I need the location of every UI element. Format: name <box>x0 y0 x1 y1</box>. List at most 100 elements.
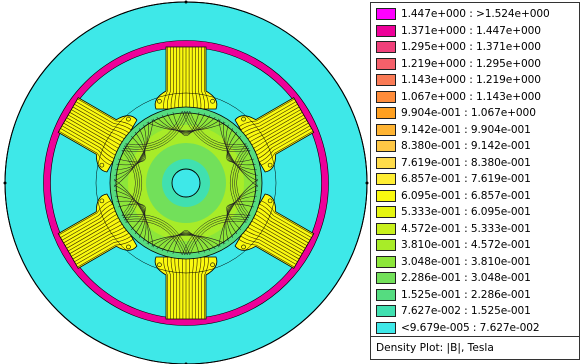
flux-line <box>204 47 209 110</box>
flux-line <box>58 200 111 236</box>
legend-row: 1.219e+000 : 1.295e+000 <box>376 57 541 71</box>
rotor-flux-contour <box>151 234 221 247</box>
flux-line <box>75 235 132 265</box>
rotor-shaft <box>171 168 201 198</box>
rotor-flux-contour <box>161 232 211 252</box>
rotor-flux-contour <box>151 119 221 132</box>
legend-row: 1.525e-001 : 2.286e-001 <box>376 288 531 302</box>
legend-range-label: 8.380e-001 : 9.142e-001 <box>401 140 531 152</box>
winding-marker <box>241 116 246 122</box>
rotor-flux-contour <box>122 147 138 219</box>
flux-line <box>167 47 171 110</box>
flux-line <box>201 256 205 319</box>
flux-line <box>58 130 111 166</box>
rotor-flux-contour <box>236 150 251 216</box>
flux-line <box>238 98 295 128</box>
legend-swatch <box>376 123 396 136</box>
winding-marker <box>126 244 131 250</box>
rotor-flux-contour <box>125 111 183 146</box>
yoke-high-flux-ring <box>43 40 329 326</box>
rotor-flux-contour <box>122 110 188 150</box>
flux-line <box>63 122 117 156</box>
legend-range-label: 4.572e-001 : 5.333e-001 <box>401 222 531 235</box>
rotor-flux-contour <box>113 118 154 187</box>
flux-line <box>74 232 130 262</box>
flux-line <box>195 47 198 110</box>
flux-line <box>242 104 298 134</box>
boundary-node <box>184 0 188 4</box>
flux-line <box>261 200 314 236</box>
rotor-flux-contour <box>146 122 226 132</box>
flux-line <box>167 256 171 319</box>
flux-line <box>198 47 202 110</box>
legend-row: 1.371e+000 : 1.447e+000 <box>376 24 541 38</box>
legend-swatch <box>376 272 396 284</box>
rotor-flux-contour <box>167 231 205 253</box>
flux-line <box>255 122 309 156</box>
legend-swatch <box>376 305 396 317</box>
rotor-flux-contour <box>184 216 250 256</box>
legend-row: 2.286e-001 : 3.048e-001 <box>376 271 531 285</box>
legend-swatch <box>376 255 396 268</box>
flux-line <box>61 206 115 241</box>
legend-range-label: 7.627e-002 : 1.525e-001 <box>401 305 531 317</box>
legend-row: 7.619e-001 : 8.380e-001 <box>376 156 531 170</box>
legend-swatch <box>376 57 396 70</box>
winding-marker <box>210 98 215 104</box>
flux-line <box>75 101 132 131</box>
legend-range-label: 2.286e-001 : 3.048e-001 <box>401 272 531 284</box>
density-legend: 1.447e+000 : >1.524e+000 1.371e+000 : 1.4… <box>370 2 580 360</box>
stator-pole <box>154 46 218 110</box>
rotor-flux-contour <box>124 110 185 148</box>
rotor-flux-contour <box>189 220 247 255</box>
flux-line <box>60 203 113 238</box>
legend-row: 1.295e+000 : 1.371e+000 <box>376 40 541 54</box>
flux-line <box>240 101 297 131</box>
legend-row: 6.857e-001 : 7.619e-001 <box>376 172 531 186</box>
flux-line <box>242 232 298 262</box>
flux-line <box>244 106 300 137</box>
legend-range-label: 1.447e+000 : >1.524e+000 <box>401 8 550 20</box>
legend-swatch <box>376 189 396 202</box>
winding-marker <box>99 198 105 204</box>
legend-swatch <box>376 239 396 251</box>
winding-marker <box>157 98 162 104</box>
winding-marker <box>157 262 162 268</box>
rotor-flux-contour <box>218 179 259 248</box>
rotor-flux-contour <box>113 121 149 182</box>
rotor-flux-contour <box>115 195 146 238</box>
legend-range-label: 1.067e+000 : 1.143e+000 <box>401 90 541 103</box>
legend-row: 3.810e-001 : 4.572e-001 <box>376 238 531 252</box>
flux-line <box>61 125 115 160</box>
legend-swatch <box>376 321 396 334</box>
legend-range-label: 5.333e-001 : 6.095e-001 <box>401 206 531 218</box>
legend-row: 1.447e+000 : >1.524e+000 <box>376 7 550 21</box>
boundary-node <box>3 181 7 185</box>
rotor-flux-contour <box>167 113 205 135</box>
legend-swatch <box>376 41 396 53</box>
rotor-flux-contour <box>226 200 256 235</box>
rotor-flux-contour <box>156 117 216 133</box>
rotor-flux-contour <box>225 190 258 242</box>
winding-marker <box>267 198 273 204</box>
flux-line <box>74 104 130 134</box>
legend-range-label: 3.810e-001 : 4.572e-001 <box>401 239 531 251</box>
rotor-flux-contour <box>223 184 259 245</box>
flux-line <box>72 106 128 137</box>
rotor-flux-contour <box>114 190 147 242</box>
legend-range-label: 1.295e+000 : 1.371e+000 <box>401 41 541 53</box>
rotor-flux-contour <box>189 111 247 146</box>
flux-line <box>174 256 177 319</box>
legend-swatch <box>376 140 396 152</box>
flux-line <box>170 47 174 110</box>
rotor-flux-contour <box>232 145 248 221</box>
legend-swatch <box>376 206 396 218</box>
flux-line <box>257 206 311 241</box>
legend-swatch <box>376 156 396 169</box>
legend-swatch <box>376 24 396 37</box>
flux-line <box>163 256 168 319</box>
legend-caption: Density Plot: |B|, Tesla <box>371 336 579 359</box>
flux-line <box>204 256 209 319</box>
flux-line <box>255 210 309 244</box>
legend-row: 8.380e-001 : 9.142e-001 <box>376 139 531 153</box>
